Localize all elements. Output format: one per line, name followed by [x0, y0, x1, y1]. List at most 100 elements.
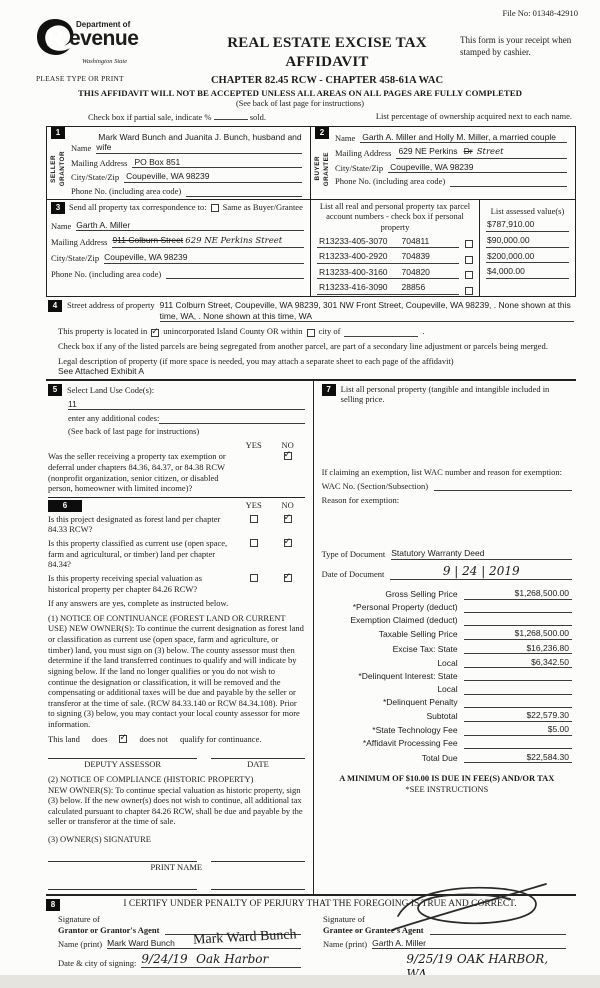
section-6-badge: 6 [48, 499, 82, 512]
parcel-row: R13233-416-3090 28856 [311, 280, 479, 296]
parcel-list-section: List all real and personal property tax … [311, 199, 575, 297]
seller-rail-label: SELLER [49, 154, 57, 183]
section-5-badge: 5 [48, 383, 62, 396]
grantor-date-handwriting: 9/24/19 [141, 952, 188, 967]
q2-yes-checkbox[interactable] [249, 539, 258, 548]
affidavit-processing-fee [463, 739, 572, 750]
grantee-signature-block: Signature of Grantee or Grantee's Agent N… [311, 914, 576, 984]
q3-no-checkbox[interactable] [283, 572, 292, 583]
grantee-date-handwriting: 9/25/19 [406, 952, 453, 967]
seller-phone-field[interactable] [186, 187, 302, 197]
logo-wordmark: evenue [69, 27, 139, 50]
section-4-badge: 4 [48, 300, 62, 313]
personal-property-checkbox[interactable] [465, 287, 473, 296]
property-section: 4 Street address of property 911 Colburn… [46, 297, 576, 381]
legal-description-label: Legal description of property (if more s… [58, 355, 454, 366]
q1-yes-checkbox[interactable] [249, 514, 258, 523]
partial-sale-line: Check box if partial sale, indicate % so… [88, 111, 266, 122]
personal-property-blank-area[interactable] [322, 405, 572, 467]
seller-city-value: Coupeville, WA 98239 [126, 171, 210, 182]
please-type-note: PLEASE TYPE OR PRINT [36, 73, 124, 83]
city-name-field[interactable] [344, 328, 419, 337]
revenue-logo-icon: R [36, 18, 76, 59]
parcel-list-header: List all real and personal property tax … [319, 200, 471, 232]
land-use-code-value: 11 [68, 398, 77, 409]
partial-sale-percent-field[interactable] [213, 111, 248, 120]
grantor-signature-line[interactable] [165, 925, 301, 935]
section-3-badge: 3 [51, 201, 65, 214]
owner-signature-line-3[interactable] [48, 889, 198, 891]
svg-text:R: R [47, 26, 65, 52]
correspondence-city-value: Coupeville, WA 98239 [104, 251, 188, 262]
delinquent-penalty [463, 698, 572, 708]
historical-property-question: Is this property receiving special valua… [48, 572, 202, 594]
parcel-row: R13233-405-3070 704811 [311, 234, 479, 250]
city-checkbox[interactable] [306, 328, 315, 337]
personal-property-checkbox[interactable] [465, 240, 473, 249]
delinquent-interest-local [463, 685, 572, 695]
notice-of-continuance: (1) NOTICE OF CONTINUANCE (FOREST LAND O… [48, 612, 304, 730]
personal-property-checkbox[interactable] [465, 255, 473, 264]
logo-dept-text: Department of [76, 20, 131, 29]
q2-no-checkbox[interactable] [283, 537, 292, 548]
buyer-phone-field[interactable] [450, 177, 567, 188]
buyer-rail-label: BUYER [313, 156, 321, 181]
street-address-value: 911 Colburn Street, Coupeville, WA 98239… [159, 300, 574, 323]
assessed-value-header: List assessed value(s) [490, 205, 565, 216]
if-yes-note: If any answers are yes, complete as inst… [48, 598, 229, 609]
assessed-value: $4,000.00 [480, 264, 575, 280]
parties-box: 1 SELLER GRANTOR Name Mark Ward Bunch and… [46, 125, 576, 298]
scan-edge-shadow [0, 975, 600, 988]
same-as-buyer-checkbox[interactable] [210, 203, 219, 212]
parcel-row: R13233-400-2920 704839 [311, 249, 479, 265]
grantor-signature-block: Signature of Grantor or Grantor's Agent N… [46, 914, 311, 983]
assessed-value: $787,910.00 [480, 217, 575, 233]
does-not-qualify-checkbox[interactable] [119, 733, 128, 744]
document-date-handwriting: 9 | 24 | 2019 [442, 563, 520, 578]
seller-section: 1 SELLER GRANTOR Name Mark Ward Bunch and… [47, 126, 311, 199]
legal-description-value: See Attached Exhibit A [58, 366, 145, 377]
grantee-signature-line[interactable] [429, 925, 566, 935]
minimum-due-note: A MINIMUM OF $10.00 IS DUE IN FEE(S) AND… [339, 773, 555, 784]
grantor-rail-label: GRANTOR [58, 151, 66, 187]
current-use-question: Is this property classified as current u… [48, 538, 228, 570]
correspondence-name-value: Garth A. Miller [76, 219, 131, 230]
assessed-value: $200,000.00 [480, 249, 575, 265]
form-header: R evenue Department of Washington State … [0, 0, 600, 87]
personal-property-checkbox[interactable] [465, 271, 473, 280]
correspondence-phone-field[interactable] [166, 269, 304, 280]
assessor-date-line[interactable] [211, 758, 305, 760]
reason-blank-area[interactable] [322, 506, 572, 548]
owner-signature-line-4[interactable] [211, 889, 305, 891]
buyer-mailing-value: 629 NE Perkins [398, 146, 458, 157]
same-as-buyer-label: Same as Buyer/Grantee [222, 202, 303, 213]
parcel-row: R13233-400-3160 704820 [311, 265, 479, 281]
grantor-role-label: Grantor or Grantor's Agent [58, 924, 160, 935]
taxable-selling-price: $1,268,500.00 [463, 628, 572, 641]
exemption-question: Was the seller receiving a property tax … [48, 451, 226, 494]
financial-summary: Gross Selling Price $1,268,500.00 *Person… [322, 586, 572, 764]
q-exemption-yes-cell [237, 451, 271, 494]
q3-yes-checkbox[interactable] [249, 573, 258, 582]
notice-of-compliance-heading: (2) NOTICE OF COMPLIANCE (HISTORIC PROPE… [48, 773, 254, 784]
buyer-section: 2 BUYER GRANTEE Name Garth A. Miller and … [311, 126, 575, 199]
certify-statement: I CERTIFY UNDER PENALTY OF PERJURY THAT … [123, 899, 517, 910]
wac-number-field[interactable] [434, 481, 572, 492]
q1-no-checkbox[interactable] [283, 513, 292, 524]
logo-state-text: Washington State [82, 57, 128, 65]
personal-property-deduct [463, 603, 572, 613]
additional-codes-field[interactable] [159, 414, 305, 425]
owner-signature-line-2[interactable] [211, 860, 305, 862]
file-number: File No: 01348-42910 [502, 8, 578, 18]
form-title: REAL ESTATE EXCISE TAX AFFIDAVIT [227, 35, 427, 70]
deputy-assessor-signature-line[interactable] [48, 758, 198, 760]
dor-logo: R evenue Department of Washington State … [36, 18, 194, 87]
section-1-badge: 1 [51, 126, 65, 139]
exemption-intro: If claiming an exemption, list WAC numbe… [321, 467, 563, 478]
unincorporated-checkbox[interactable] [151, 327, 160, 338]
correspondence-mailing-handwriting: 629 NE Perkins Street [185, 236, 283, 247]
owner-signature-line[interactable] [48, 860, 198, 862]
buyer-name-value: Garth A. Miller and Holly M. Miller, a m… [362, 131, 556, 142]
q-exemption-no-checkbox[interactable] [283, 450, 292, 462]
